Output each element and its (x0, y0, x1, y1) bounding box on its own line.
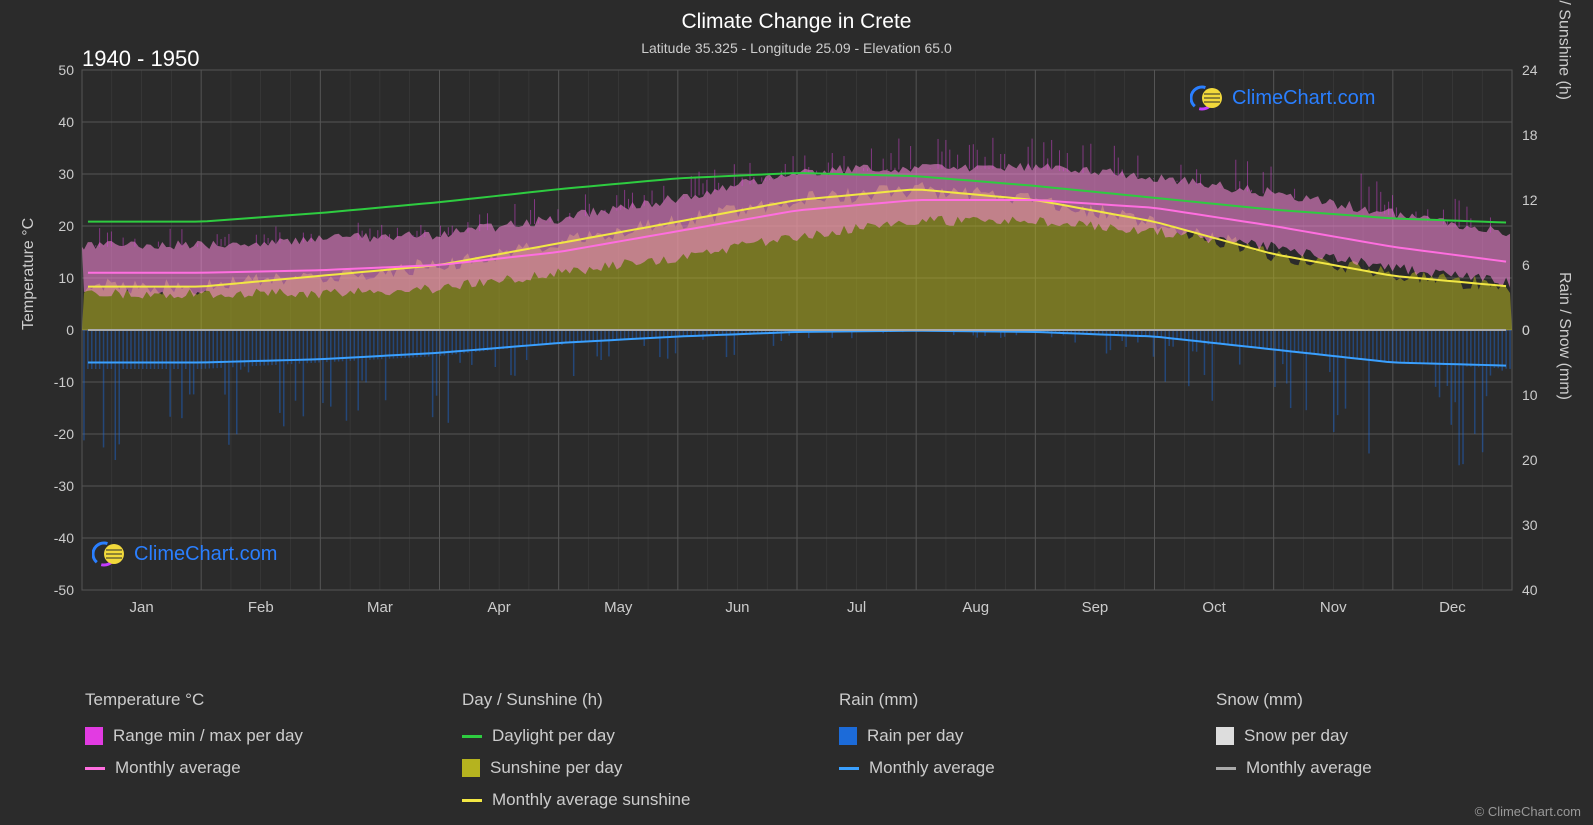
swatch-sunshine-avg-icon (462, 799, 482, 802)
chart-legend: Temperature °C Range min / max per day M… (85, 690, 1553, 810)
legend-col-temperature: Temperature °C Range min / max per day M… (85, 690, 422, 810)
svg-text:10: 10 (58, 270, 74, 286)
svg-text:24: 24 (1522, 62, 1538, 78)
svg-text:May: May (604, 599, 633, 616)
svg-text:-10: -10 (54, 374, 74, 390)
swatch-sunshine-icon (462, 759, 480, 777)
svg-text:Nov: Nov (1320, 599, 1347, 616)
legend-header-rain: Rain (mm) (839, 690, 1176, 710)
svg-text:12: 12 (1522, 192, 1538, 208)
swatch-rain-avg-icon (839, 767, 859, 770)
legend-item-daylight: Daylight per day (462, 726, 799, 746)
svg-text:18: 18 (1522, 127, 1538, 143)
legend-label: Monthly average (1246, 758, 1372, 778)
swatch-snow-avg-icon (1216, 767, 1236, 770)
swatch-snow-icon (1216, 727, 1234, 745)
svg-text:6: 6 (1522, 257, 1530, 273)
svg-text:Oct: Oct (1202, 599, 1226, 616)
svg-text:0: 0 (1522, 322, 1530, 338)
swatch-rain-icon (839, 727, 857, 745)
legend-label: Snow per day (1244, 726, 1348, 746)
watermark-bottom: ClimeChart.com (92, 540, 277, 568)
svg-text:Aug: Aug (962, 599, 989, 616)
legend-item-temp-range: Range min / max per day (85, 726, 422, 746)
svg-text:40: 40 (58, 114, 74, 130)
legend-item-rain-avg: Monthly average (839, 758, 1176, 778)
watermark-top: ClimeChart.com (1190, 84, 1375, 112)
svg-text:Dec: Dec (1439, 599, 1466, 616)
legend-item-snow-avg: Monthly average (1216, 758, 1553, 778)
svg-text:Jun: Jun (725, 599, 749, 616)
svg-text:Jul: Jul (847, 599, 866, 616)
legend-label: Monthly average (869, 758, 995, 778)
svg-text:Jan: Jan (129, 599, 153, 616)
svg-text:-30: -30 (54, 478, 74, 494)
svg-text:30: 30 (1522, 517, 1538, 533)
svg-text:-20: -20 (54, 426, 74, 442)
svg-text:Mar: Mar (367, 599, 393, 616)
legend-item-sunshine-avg: Monthly average sunshine (462, 790, 799, 810)
legend-label: Daylight per day (492, 726, 615, 746)
legend-label: Rain per day (867, 726, 963, 746)
legend-label: Monthly average sunshine (492, 790, 690, 810)
legend-item-snow-per-day: Snow per day (1216, 726, 1553, 746)
svg-text:10: 10 (1522, 387, 1538, 403)
svg-text:Apr: Apr (487, 599, 510, 616)
svg-text:20: 20 (1522, 452, 1538, 468)
svg-text:20: 20 (58, 218, 74, 234)
legend-label: Monthly average (115, 758, 241, 778)
svg-text:-40: -40 (54, 530, 74, 546)
legend-label: Sunshine per day (490, 758, 622, 778)
swatch-temp-range-icon (85, 727, 103, 745)
legend-item-sunshine: Sunshine per day (462, 758, 799, 778)
legend-header-temperature: Temperature °C (85, 690, 422, 710)
svg-text:Feb: Feb (248, 599, 274, 616)
swatch-daylight-icon (462, 735, 482, 738)
svg-text:30: 30 (58, 166, 74, 182)
legend-header-snow: Snow (mm) (1216, 690, 1553, 710)
legend-col-snow: Snow (mm) Snow per day Monthly average (1216, 690, 1553, 810)
legend-col-rain: Rain (mm) Rain per day Monthly average (839, 690, 1176, 810)
svg-text:40: 40 (1522, 582, 1538, 598)
legend-col-daysunshine: Day / Sunshine (h) Daylight per day Suns… (462, 690, 799, 810)
legend-label: Range min / max per day (113, 726, 303, 746)
copyright-text: © ClimeChart.com (1475, 804, 1581, 819)
svg-text:50: 50 (58, 62, 74, 78)
swatch-temp-avg-icon (85, 767, 105, 770)
climate-chart: Climate Change in Crete Latitude 35.325 … (0, 0, 1593, 825)
legend-item-temp-avg: Monthly average (85, 758, 422, 778)
svg-text:Sep: Sep (1082, 599, 1109, 616)
svg-text:0: 0 (66, 322, 74, 338)
svg-text:-50: -50 (54, 582, 74, 598)
legend-item-rain-per-day: Rain per day (839, 726, 1176, 746)
legend-header-daysunshine: Day / Sunshine (h) (462, 690, 799, 710)
